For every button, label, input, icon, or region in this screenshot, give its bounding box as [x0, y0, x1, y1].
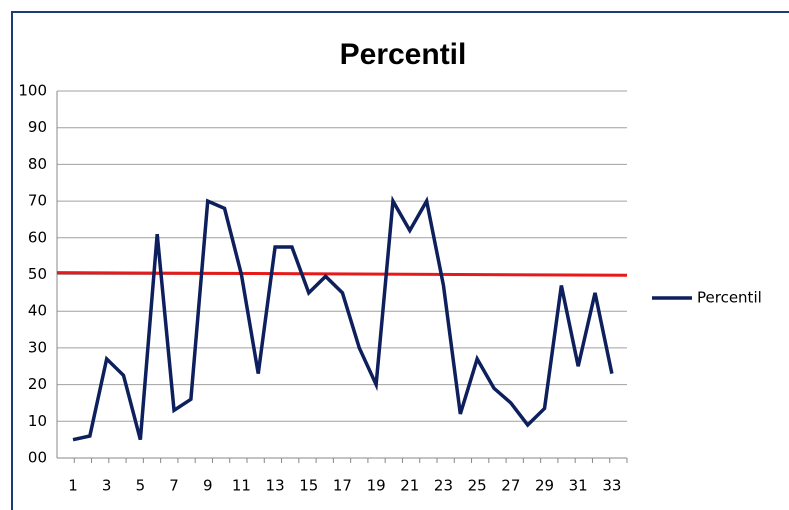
x-tick-label: 23	[434, 477, 453, 495]
x-tick-label: 3	[102, 477, 112, 495]
reference-line	[56, 271, 628, 277]
x-tick-label: 33	[602, 477, 621, 495]
x-tick-label: 31	[569, 477, 588, 495]
x-tick-label: 1	[68, 477, 78, 495]
data-line	[72, 195, 614, 442]
y-tick-label: 80	[28, 155, 47, 173]
chart-frame	[11, 11, 789, 510]
y-tick-label: 50	[28, 265, 47, 283]
legend-label: Percentil	[697, 289, 762, 307]
y-tick-label: 20	[28, 375, 47, 393]
x-tick-label: 17	[333, 477, 352, 495]
y-tick-label: 60	[28, 228, 47, 246]
y-tick-label: 30	[28, 338, 47, 356]
y-tick-label: 10	[28, 412, 47, 430]
chart-title: Percentil	[340, 38, 467, 71]
y-tick-label: 90	[28, 118, 47, 136]
y-tick-label: 40	[28, 302, 47, 320]
x-tick-label: 13	[266, 477, 285, 495]
x-tick-label: 5	[136, 477, 146, 495]
y-tick-label: 00	[28, 449, 47, 467]
x-tick-label: 11	[232, 477, 251, 495]
x-tick-label: 7	[169, 477, 179, 495]
x-tick-label: 19	[367, 477, 386, 495]
x-tick-label: 27	[501, 477, 520, 495]
x-tick-label: 15	[299, 477, 318, 495]
x-tick-label: 25	[468, 477, 487, 495]
y-tick-label: 70	[28, 192, 47, 210]
x-tick-label: 21	[400, 477, 419, 495]
x-tick-label: 29	[535, 477, 554, 495]
y-tick-label: 100	[18, 82, 47, 100]
x-tick-label: 9	[203, 477, 213, 495]
